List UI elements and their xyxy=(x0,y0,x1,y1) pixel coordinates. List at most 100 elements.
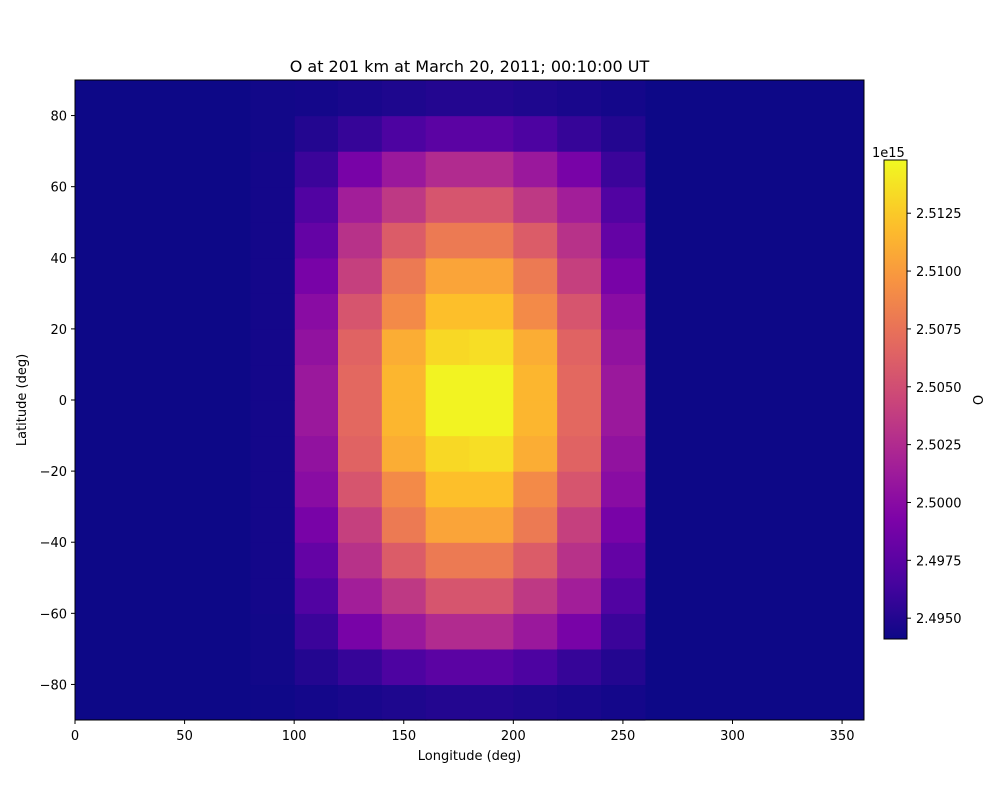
colorbar-tick-label: 2.5125 xyxy=(916,207,962,222)
heatmap-cell xyxy=(381,293,427,330)
heatmap-cell xyxy=(294,293,339,330)
x-axis-label: Longitude (deg) xyxy=(418,749,521,764)
heatmap-cell xyxy=(381,186,427,223)
heatmap-cell xyxy=(469,151,514,188)
heatmap-cell xyxy=(338,257,383,294)
heatmap-cell xyxy=(294,471,339,508)
y-tick-label: −80 xyxy=(40,678,67,693)
heatmap-cell xyxy=(250,471,295,508)
heatmap-cell xyxy=(381,684,427,721)
heatmap-cell xyxy=(294,435,339,472)
heatmap-cell xyxy=(294,257,339,294)
heatmap-cell xyxy=(469,542,514,579)
heatmap-cell xyxy=(381,364,427,401)
heatmap-cell xyxy=(513,684,558,721)
colorbar-offset-text: 1e15 xyxy=(872,146,905,161)
heatmap-cell xyxy=(250,435,295,472)
heatmap-cell xyxy=(601,400,646,437)
x-tick-label: 0 xyxy=(71,729,79,744)
heatmap-cell xyxy=(469,257,514,294)
heatmap-cell xyxy=(601,577,646,614)
heatmap-cell xyxy=(469,328,514,366)
heatmap-cell xyxy=(425,542,471,579)
heatmap-cell xyxy=(381,80,427,117)
heatmap-cell xyxy=(250,613,295,650)
heatmap-cell xyxy=(425,648,471,686)
heatmap-cell xyxy=(601,151,646,188)
colorbar-bar xyxy=(883,159,908,640)
heatmap-cell xyxy=(381,151,427,188)
heatmap-cell xyxy=(250,257,295,294)
heatmap-cell xyxy=(601,257,646,294)
heatmap-cell xyxy=(513,293,558,330)
heatmap-cell xyxy=(469,684,514,721)
heatmap-cell xyxy=(294,613,339,650)
heatmap-cell xyxy=(513,186,558,223)
heatmap-cell xyxy=(601,613,646,650)
y-axis-label: Latitude (deg) xyxy=(15,354,30,446)
heatmap-cell xyxy=(469,115,514,152)
heatmap-cell xyxy=(381,222,427,259)
heatmap-cell xyxy=(425,400,471,437)
heatmap-cell xyxy=(425,80,471,117)
heatmap-cell xyxy=(338,328,383,366)
heatmap-cell xyxy=(425,186,471,223)
heatmap-cell xyxy=(381,115,427,152)
heatmap-cell xyxy=(381,542,427,579)
heatmap-cell xyxy=(557,151,602,188)
colorbar-tick-label: 2.5075 xyxy=(916,323,962,338)
heatmap-cell xyxy=(469,80,514,117)
heatmap-cell xyxy=(338,80,383,117)
heatmap-cell xyxy=(425,364,471,401)
heatmap-cell xyxy=(557,400,602,437)
colorbar-tick-label: 2.4975 xyxy=(916,554,962,569)
heatmap-cell xyxy=(513,471,558,508)
plot-area xyxy=(75,80,864,721)
heatmap-cell xyxy=(557,257,602,294)
heatmap-cell xyxy=(557,471,602,508)
heatmap-cell xyxy=(469,293,514,330)
heatmap-cell xyxy=(469,613,514,650)
heatmap-cell xyxy=(469,577,514,614)
heatmap-cell xyxy=(338,400,383,437)
heatmap-cell xyxy=(557,186,602,223)
heatmap-cell xyxy=(513,328,558,366)
heatmap-cell xyxy=(381,506,427,543)
heatmap-cell xyxy=(601,648,646,686)
heatmap-cell xyxy=(381,648,427,686)
heatmap-cell xyxy=(601,186,646,223)
heatmap-cell xyxy=(250,506,295,543)
axes: 0 50 100 150 200 250 300 350 −80 −60 −40 −20 0 20 40 60… xyxy=(40,79,865,744)
y-tick-label: 0 xyxy=(59,394,67,409)
heatmap-cell xyxy=(601,471,646,508)
x-tick-label: 50 xyxy=(176,729,193,744)
heatmap-cell xyxy=(513,115,558,152)
heatmap-cell xyxy=(557,613,602,650)
heatmap-cell xyxy=(469,400,514,437)
chart-title: O at 201 km at March 20, 2011; 00:10:00 … xyxy=(290,57,650,76)
heatmap-cell xyxy=(601,435,646,472)
heatmap-cell xyxy=(294,506,339,543)
heatmap-cell xyxy=(338,613,383,650)
heatmap-cell xyxy=(425,257,471,294)
y-tick-label: −60 xyxy=(40,607,67,622)
heatmap-cell xyxy=(425,293,471,330)
heatmap-cell xyxy=(381,577,427,614)
colorbar-tick-label: 2.5000 xyxy=(916,496,962,511)
heatmap-cell xyxy=(513,435,558,472)
heatmap-cell xyxy=(469,222,514,259)
heatmap-cell xyxy=(469,506,514,543)
heatmap-cell xyxy=(601,293,646,330)
heatmap-cell xyxy=(557,542,602,579)
heatmap-cell xyxy=(250,80,295,117)
heatmap-cell xyxy=(250,115,295,152)
colorbar-tick-label: 2.5050 xyxy=(916,381,962,396)
heatmap-cell xyxy=(469,364,514,401)
heatmap-cell xyxy=(557,328,602,366)
heatmap-cell xyxy=(601,684,646,721)
heatmap-cell xyxy=(557,293,602,330)
colorbar-label: O xyxy=(969,395,984,405)
heatmap-cell xyxy=(425,222,471,259)
heatmap-cell xyxy=(381,400,427,437)
heatmap-cell xyxy=(557,577,602,614)
